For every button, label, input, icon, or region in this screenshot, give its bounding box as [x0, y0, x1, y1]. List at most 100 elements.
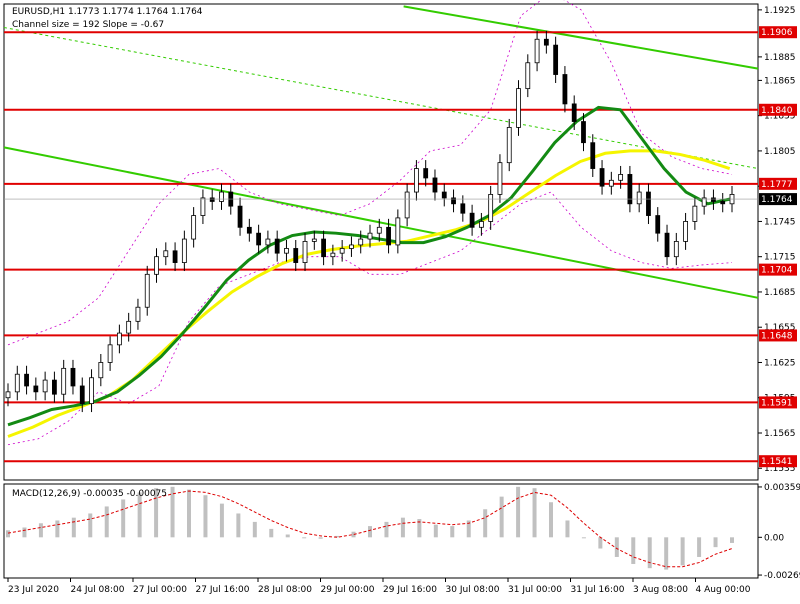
level-label: 1.1906	[761, 28, 793, 38]
candle-body	[451, 197, 456, 205]
candle-body	[330, 252, 336, 258]
candle-body	[33, 385, 39, 393]
x-tick-label: 3 Aug 08:00	[633, 585, 688, 595]
candle-body	[432, 177, 438, 193]
candle-body	[358, 238, 364, 246]
candle-body	[655, 215, 661, 234]
candle-body	[692, 205, 698, 222]
candle-body	[246, 226, 252, 234]
x-tick-label: 28 Jul 08:00	[258, 585, 312, 595]
macd-histogram-bar	[368, 526, 372, 538]
macd-tick-label: 0.00	[764, 533, 784, 543]
macd-histogram-bar	[88, 513, 93, 538]
candle-body	[24, 373, 29, 387]
candle-body	[98, 362, 104, 379]
candle-body	[627, 174, 633, 205]
y-tick-label: 1.1865	[764, 76, 796, 86]
candle-body	[581, 121, 586, 144]
candle-body	[683, 221, 688, 242]
x-tick-label: 4 Aug 00:00	[696, 585, 751, 595]
candle-body	[720, 201, 726, 205]
y-tick-label: 1.1685	[764, 288, 796, 298]
macd-histogram-bar	[400, 517, 405, 538]
main-panel-frame	[3, 3, 759, 481]
macd-histogram-bar	[713, 537, 718, 548]
level-label: 1.1591	[761, 398, 793, 408]
candle-body	[135, 306, 141, 322]
macd-histogram-bar	[6, 530, 10, 538]
candle-body	[79, 385, 85, 405]
x-tick-label: 23 Jul 2020	[8, 585, 59, 595]
candle-body	[70, 367, 76, 387]
candle-body	[265, 238, 271, 246]
current-price-label: 1.1764	[761, 195, 793, 205]
macd-histogram-bar	[450, 526, 455, 538]
candle-body	[673, 241, 679, 258]
macd-histogram-bar	[285, 534, 290, 538]
macd-histogram-bar	[170, 486, 175, 538]
macd-histogram-bar	[187, 489, 191, 538]
candle-body	[516, 88, 521, 128]
macd-histogram-bar	[697, 537, 702, 557]
candle-body	[181, 238, 187, 263]
y-tick-label: 1.1535	[764, 464, 796, 474]
candle-body	[488, 193, 494, 222]
candle-body	[293, 248, 299, 263]
candle-body	[42, 379, 48, 393]
candle-body	[441, 191, 447, 199]
macd-histogram-bar	[269, 528, 274, 538]
macd-histogram-bar	[483, 509, 488, 538]
level-label-bg	[759, 455, 797, 468]
candle-body	[61, 367, 67, 395]
x-tick-label: 27 Jul 16:00	[196, 585, 250, 595]
macd-histogram-bar	[318, 537, 323, 539]
macd-tick-label: 0.00359	[764, 483, 800, 493]
x-tick-label: 29 Jul 00:00	[321, 585, 375, 595]
candle-body	[646, 191, 651, 216]
bollinger-band-line	[7, 191, 733, 446]
candle-body	[701, 197, 707, 207]
y-tick-label: 1.1805	[764, 147, 796, 157]
macd-histogram-bar	[137, 492, 142, 538]
candle-body	[163, 250, 169, 258]
candle-body	[423, 168, 429, 179]
macd-histogram-bar	[252, 521, 257, 538]
macd-histogram-bar	[614, 537, 619, 557]
macd-histogram-bar	[236, 513, 241, 538]
macd-histogram-bar	[631, 537, 636, 564]
candle-body	[339, 248, 345, 254]
candle-body	[126, 320, 132, 334]
y-tick-label: 1.1655	[764, 323, 796, 333]
candle-body	[386, 226, 391, 246]
candle-body	[599, 168, 605, 187]
candle-body	[191, 215, 197, 240]
macd-histogram-bar	[104, 506, 109, 538]
macd-histogram-bar	[335, 535, 340, 538]
macd-histogram-bar	[154, 488, 159, 538]
candle-body	[219, 191, 224, 202]
level-label: 1.1704	[761, 266, 793, 276]
candle-body	[321, 238, 326, 258]
macd-histogram-bar	[71, 517, 76, 538]
candle-body	[52, 379, 57, 395]
candle-body	[534, 38, 540, 64]
candle-body	[154, 256, 159, 275]
candle-body	[562, 74, 568, 105]
level-label-bg	[759, 26, 797, 39]
candle-body	[553, 44, 559, 75]
macd-histogram-bar	[516, 486, 521, 538]
candle-body	[469, 212, 475, 228]
macd-label: MACD(12,26,9) -0.00035 -0.00075	[12, 489, 167, 499]
macd-histogram-bar	[203, 495, 208, 538]
x-tick-label: 24 Jul 08:00	[71, 585, 125, 595]
candle-body	[590, 142, 596, 169]
macd-histogram-bar	[532, 488, 537, 538]
macd-histogram-bar	[565, 520, 570, 538]
y-tick-label: 1.1885	[764, 53, 796, 63]
candle-body	[256, 232, 262, 246]
candle-body	[460, 203, 466, 214]
candle-body	[89, 377, 94, 405]
macd-histogram-bar	[302, 537, 307, 539]
macd-histogram-bar	[38, 523, 43, 538]
